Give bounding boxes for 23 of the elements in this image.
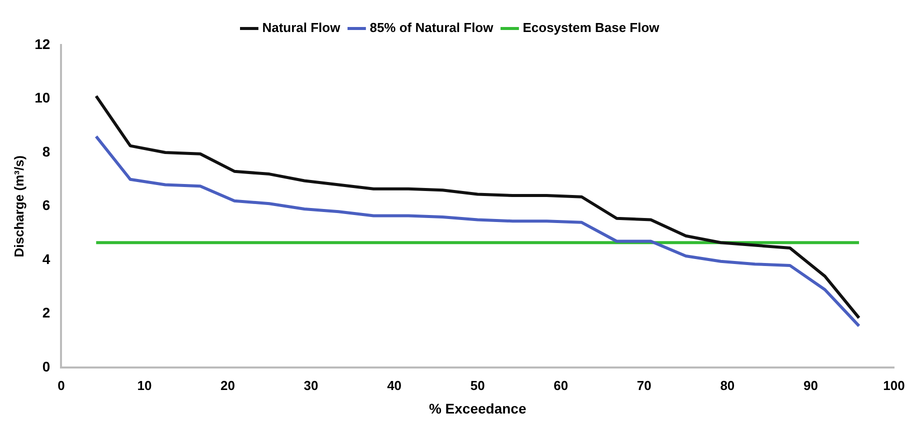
y-tick-label: 6 [42, 197, 50, 214]
x-tick-label: 40 [387, 378, 402, 393]
legend-label: Natural Flow [262, 20, 342, 36]
x-tick-label: 0 [58, 378, 65, 393]
y-tick-label: 8 [42, 143, 50, 160]
legend-label: Ecosystem Base Flow [522, 20, 660, 36]
x-tick-label: 20 [220, 378, 235, 393]
x-tick-label: 80 [720, 378, 735, 393]
y-tick-label: 4 [42, 250, 50, 267]
legend-label: 85% of Natural Flow [370, 20, 494, 36]
x-tick-label: 30 [304, 378, 318, 393]
x-tick-label: 70 [636, 378, 652, 393]
y-axis-title: Discharge (m³/s) [11, 155, 26, 258]
x-tick-label: 10 [137, 378, 152, 393]
x-tick-label: 90 [803, 378, 818, 393]
x-tick-label: 100 [883, 378, 905, 393]
y-tick-label: 12 [34, 36, 50, 52]
y-tick-label: 0 [42, 358, 50, 374]
y-tick-label: 2 [42, 304, 50, 321]
y-tick-label: 10 [34, 90, 50, 106]
x-tick-label: 50 [470, 378, 485, 393]
x-tick-label: 60 [554, 378, 568, 393]
x-axis-title: % Exceedance [428, 400, 526, 416]
